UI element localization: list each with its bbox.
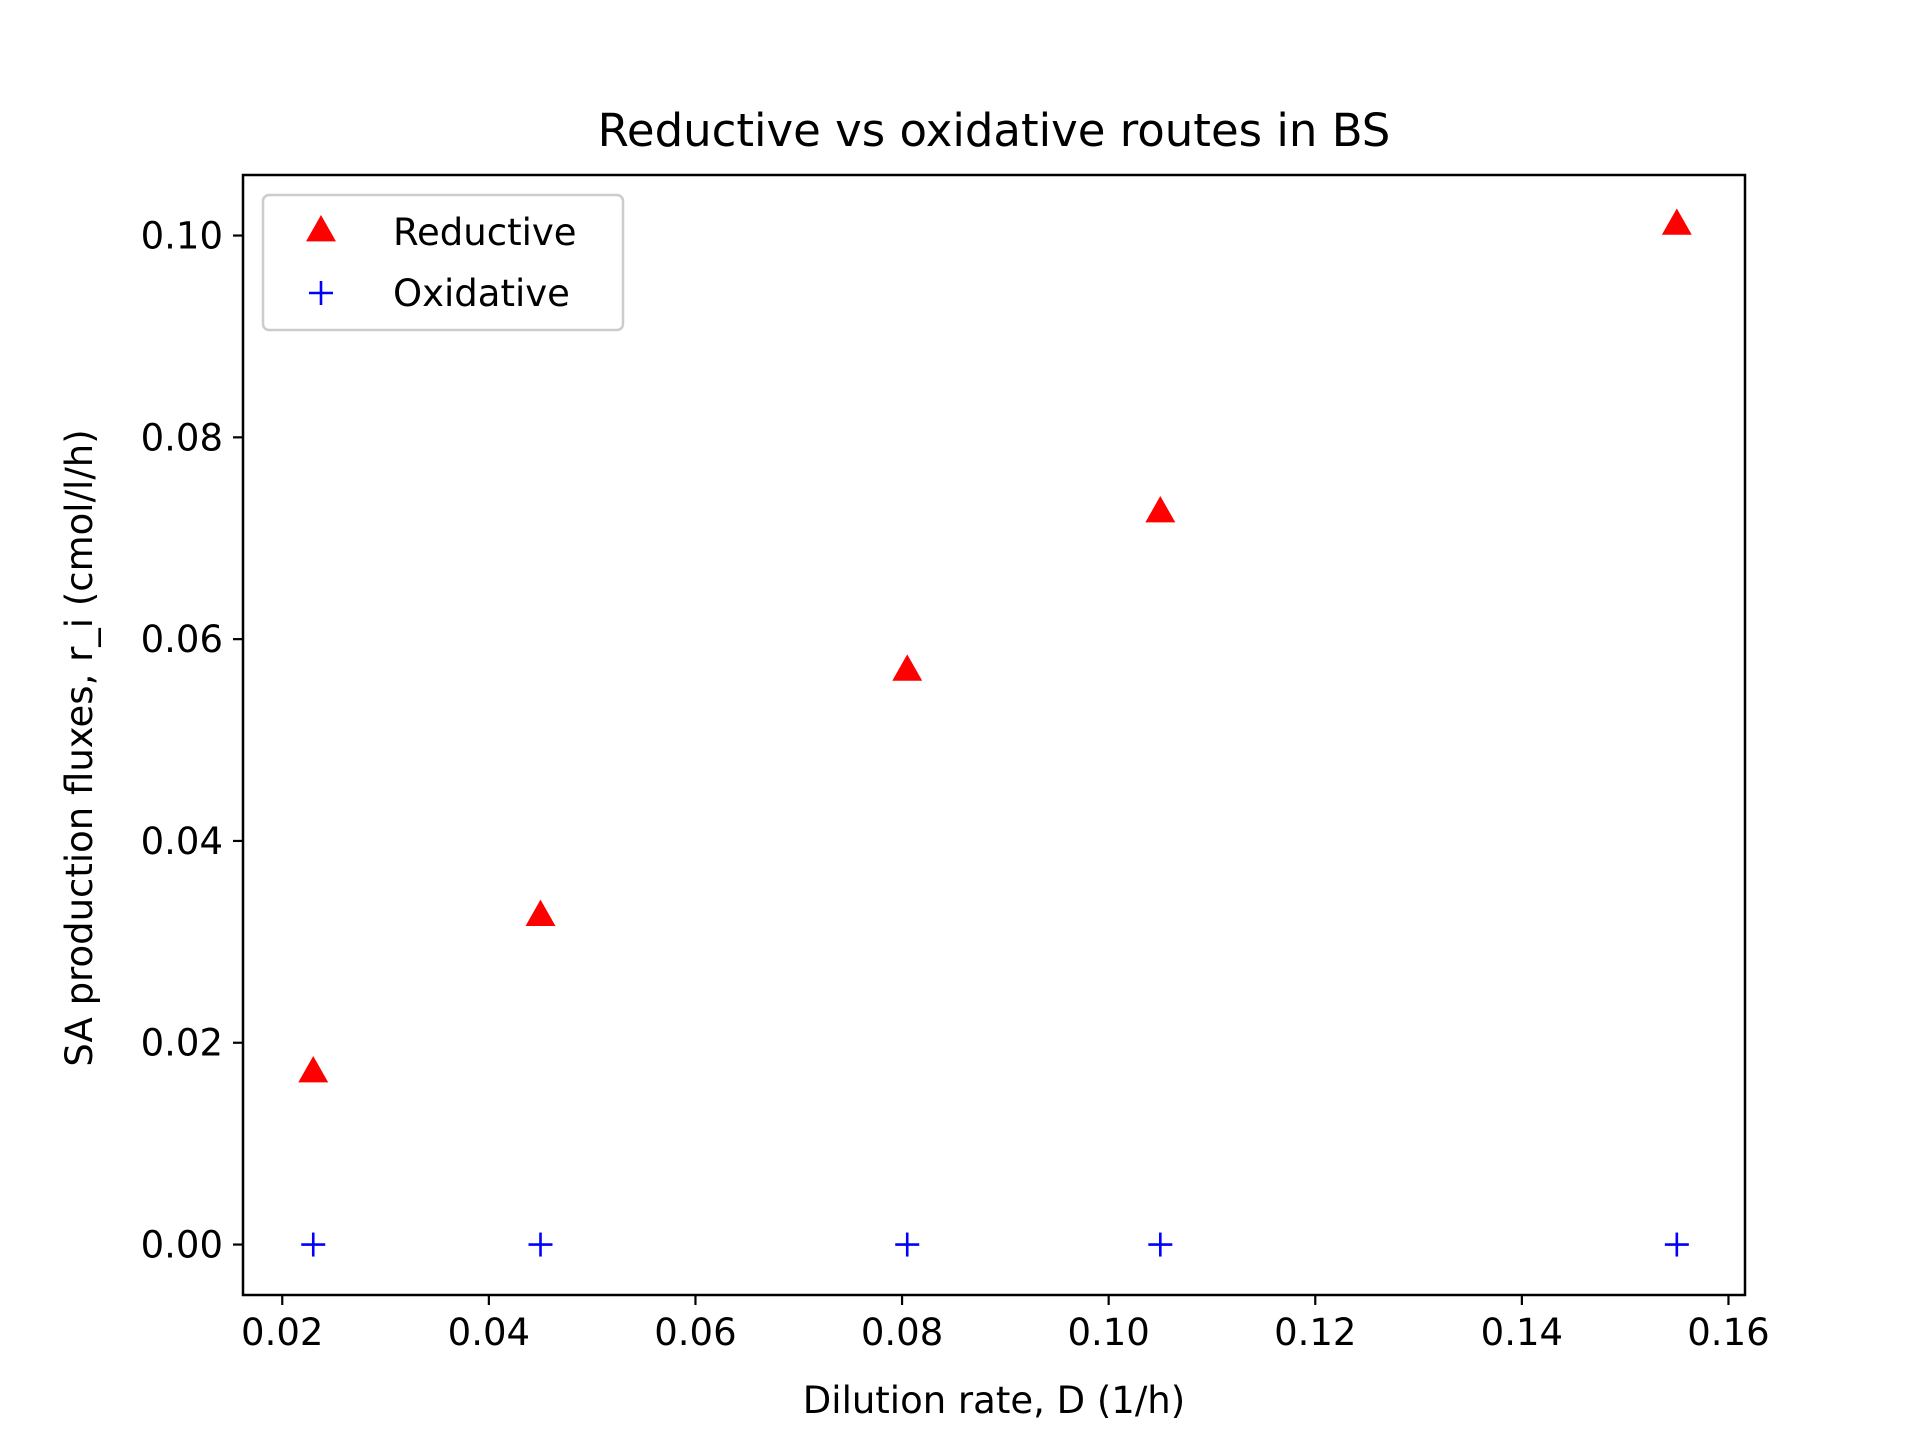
oxidative-point-3 [1148,1232,1173,1257]
x-tick-label-3: 0.08 [861,1311,943,1354]
y-axis-label: SA production fluxes, r_i (cmol/l/h) [58,429,101,1066]
reductive-point-3 [1145,496,1176,523]
legend-box [261,193,625,332]
legend-label-1: Oxidative [393,272,570,315]
legend-label-0: Reductive [393,211,577,254]
y-tick-label-2: 0.04 [141,820,223,863]
x-tick-label-4: 0.10 [1067,1311,1149,1354]
legend: Reductive Oxidative [261,193,625,332]
legend-marker-1 [309,281,333,305]
x-tick-label-0: 0.02 [241,1311,323,1354]
chart-title: Reductive vs oxidative routes in BS [598,104,1391,157]
oxidative-point-0 [301,1232,326,1257]
reductive-point-1 [525,899,556,926]
oxidative-point-1 [528,1232,553,1257]
reductive-point-2 [892,654,923,681]
axes: 0.02 0.04 0.06 0.08 0.10 0.12 0.14 0.16 0.00 0.02… [141,215,1770,1354]
x-tick-label-7: 0.16 [1687,1311,1769,1354]
reductive-point-0 [298,1056,329,1083]
y-tick-label-1: 0.02 [141,1022,223,1065]
y-tick-label-4: 0.08 [141,416,223,459]
x-tick-label-6: 0.14 [1481,1311,1563,1354]
y-tick-label-3: 0.06 [141,618,223,661]
x-tick-label-5: 0.12 [1274,1311,1356,1354]
plot-area-frame [241,173,1747,1297]
oxidative-point-2 [895,1232,920,1257]
reductive-point-4 [1661,208,1692,235]
oxidative-point-4 [1664,1232,1689,1257]
x-axis-label: Dilution rate, D (1/h) [803,1379,1185,1422]
legend-marker-0 [306,215,336,242]
x-tick-label-2: 0.06 [654,1311,736,1354]
y-tick-label-5: 0.10 [141,215,223,258]
data-marks [298,208,1692,1257]
x-tick-label-1: 0.04 [448,1311,530,1354]
y-tick-label-0: 0.00 [141,1224,223,1267]
